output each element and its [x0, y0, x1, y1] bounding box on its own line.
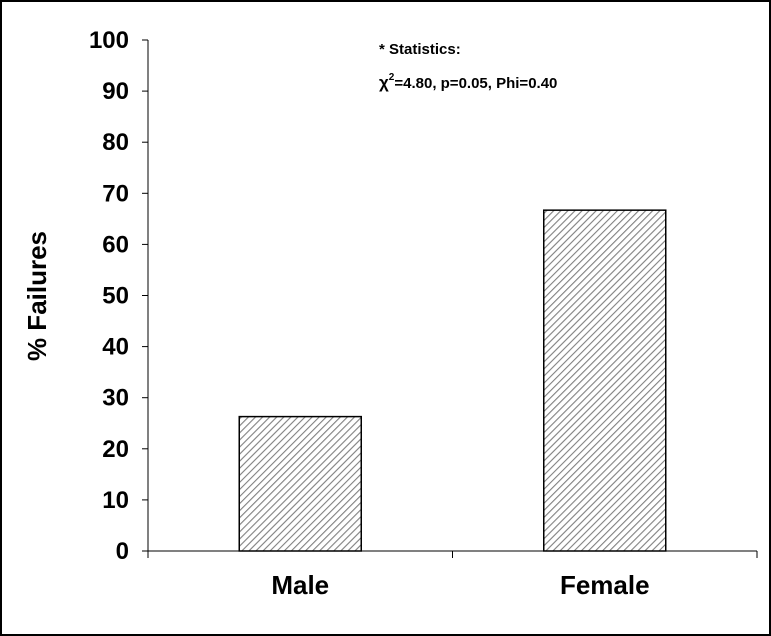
- statistics-annotation: * Statistics: χ2=4.80, p=0.05, Phi=0.40: [379, 41, 557, 92]
- y-tick-label: 70: [102, 180, 129, 207]
- y-tick-label: 60: [102, 231, 129, 258]
- y-tick-label: 50: [102, 283, 129, 310]
- chi-symbol: χ: [379, 73, 389, 92]
- y-tick-label: 20: [102, 436, 129, 463]
- statistics-title: * Statistics:: [379, 41, 461, 58]
- y-tick-label: 90: [102, 78, 129, 105]
- statistics-line: χ2=4.80, p=0.05, Phi=0.40: [379, 72, 557, 92]
- y-tick-label: 40: [102, 334, 129, 361]
- y-tick-label: 30: [102, 385, 129, 412]
- y-tick-label: 100: [89, 27, 129, 54]
- statistics-values: =4.80, p=0.05, Phi=0.40: [394, 75, 557, 92]
- y-axis-label: % Failures: [22, 231, 52, 361]
- chi-exponent: 2: [389, 72, 395, 83]
- y-ticks: 0 10 20 30 40 50 60 70 80 90 100: [89, 27, 148, 565]
- y-tick-label: 80: [102, 129, 129, 156]
- bar-group: [238, 209, 667, 552]
- y-tick-label: 10: [102, 487, 129, 514]
- x-tick-label-male: Male: [271, 570, 329, 600]
- bar-female: [543, 209, 667, 552]
- bar-male: [238, 415, 362, 552]
- y-tick-label: 0: [116, 538, 129, 565]
- x-tick-label-female: Female: [560, 570, 650, 600]
- x-tick-labels: Male Female: [271, 570, 649, 600]
